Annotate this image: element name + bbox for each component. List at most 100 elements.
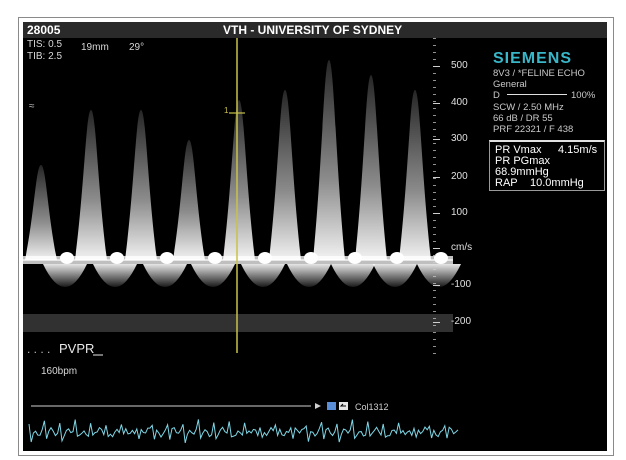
spectral-peak bbox=[269, 90, 301, 260]
tib-readout: TIB: 2.5 bbox=[27, 51, 63, 62]
scale-minor-tick bbox=[433, 185, 436, 186]
pr-vmax-label: PR Vmax bbox=[495, 144, 542, 156]
tis-readout: TIS: 0.5 bbox=[27, 39, 63, 50]
scale-minor-tick bbox=[433, 80, 436, 81]
measurement-box: PR Vmax 4.15m/s PR PGmax 68.9mmHg RAP 10… bbox=[489, 140, 605, 191]
scale-minor-tick bbox=[433, 290, 436, 291]
institution-title: VTH - UNIVERSITY OF SYDNEY bbox=[223, 23, 403, 37]
scale-label: -100 bbox=[451, 279, 472, 290]
study-id: 28005 bbox=[27, 23, 61, 37]
sweep-label: Col1312 bbox=[355, 402, 389, 412]
scale-minor-tick bbox=[433, 87, 436, 88]
probe-label: 8V3 / *FELINE ECHO bbox=[493, 68, 585, 79]
scale-label: 400 bbox=[451, 97, 468, 108]
scale-minor-tick bbox=[433, 241, 436, 242]
scale-tick bbox=[433, 177, 440, 178]
sweep-arrow-icon bbox=[315, 403, 321, 409]
scale-label: -200 bbox=[451, 316, 472, 327]
scale-minor-tick bbox=[433, 339, 436, 340]
scale-minor-tick bbox=[433, 332, 436, 333]
spectral-peak bbox=[355, 75, 387, 260]
scale-minor-tick bbox=[433, 101, 436, 102]
gain-bar bbox=[507, 94, 567, 95]
scale-minor-tick bbox=[433, 262, 436, 263]
scale-tick bbox=[433, 213, 440, 214]
scale-tick bbox=[433, 139, 440, 140]
doppler-spectrum-canvas: 1 ≈ . . . . PVPR bbox=[23, 38, 461, 356]
scale-minor-tick bbox=[433, 304, 436, 305]
invert-icon: ≈ bbox=[29, 101, 35, 112]
negative-flow bbox=[287, 264, 331, 287]
ecg-trace-area: Col1312 bbox=[28, 402, 459, 444]
scale-tick bbox=[433, 248, 440, 249]
scale-minor-tick bbox=[433, 227, 436, 228]
spectral-peak bbox=[313, 60, 345, 260]
negative-flow bbox=[417, 264, 461, 287]
spectral-peak bbox=[125, 110, 157, 260]
image-frame: 28005 VTH - UNIVERSITY OF SYDNEY TIS: 0.… bbox=[18, 17, 614, 456]
scale-minor-tick bbox=[433, 346, 436, 347]
negative-flow bbox=[93, 264, 137, 287]
spectral-peak bbox=[173, 140, 205, 260]
scale-minor-tick bbox=[433, 276, 436, 277]
spectral-peak bbox=[399, 90, 431, 260]
scale-minor-tick bbox=[433, 94, 436, 95]
angle-readout: 29° bbox=[129, 42, 145, 53]
spectral-peak bbox=[25, 165, 57, 260]
scale-minor-tick bbox=[433, 59, 436, 60]
scale-minor-tick bbox=[433, 66, 436, 67]
scale-minor-tick bbox=[433, 157, 436, 158]
scale-minor-tick bbox=[433, 150, 436, 151]
scale-label: 100 bbox=[451, 207, 468, 218]
depth-readout: 19mm bbox=[81, 42, 109, 53]
scale-minor-tick bbox=[433, 206, 436, 207]
scale-tick bbox=[433, 103, 440, 104]
scale-tick bbox=[433, 66, 440, 67]
scale-minor-tick bbox=[433, 115, 436, 116]
scale-minor-tick bbox=[433, 318, 436, 319]
scale-minor-tick bbox=[433, 199, 436, 200]
scale-minor-tick bbox=[433, 192, 436, 193]
scale-minor-tick bbox=[433, 353, 436, 354]
scale-minor-tick bbox=[433, 73, 436, 74]
scale-minor-tick bbox=[433, 108, 436, 109]
db-readout: 66 dB / DR 55 bbox=[493, 113, 553, 124]
scale-label: 300 bbox=[451, 133, 468, 144]
negative-flow bbox=[43, 264, 87, 287]
scale-minor-tick bbox=[433, 297, 436, 298]
gain-letter: D bbox=[493, 90, 500, 101]
doppler-spectrum[interactable]: 1 ≈ . . . . PVPR bbox=[23, 38, 463, 358]
gain-value: 100% bbox=[571, 90, 596, 101]
scale-label: cm/s bbox=[451, 242, 473, 253]
sweep-indicator-icon bbox=[327, 402, 336, 410]
scale-minor-tick bbox=[433, 52, 436, 53]
pr-pgmax-label: PR PGmax bbox=[495, 155, 551, 167]
rap-label: RAP bbox=[495, 177, 518, 189]
scale-minor-tick bbox=[433, 255, 436, 256]
pr-pgmax-value: 68.9mmHg bbox=[495, 166, 549, 178]
negative-flow bbox=[191, 264, 235, 287]
scale-minor-tick bbox=[433, 234, 436, 235]
header-bar: 28005 VTH - UNIVERSITY OF SYDNEY bbox=[23, 22, 607, 38]
cursor-marker-label: 1 bbox=[224, 106, 229, 115]
low-velocity-band bbox=[23, 314, 453, 332]
negative-flow bbox=[241, 264, 285, 287]
negative-flow bbox=[143, 264, 187, 287]
scale-minor-tick bbox=[433, 248, 436, 249]
scale-minor-tick bbox=[433, 220, 436, 221]
pr-vmax-value: 4.15m/s bbox=[558, 144, 598, 156]
velocity-scale: 500 400 300 200 100 cm/s -100 -200 bbox=[433, 38, 483, 358]
siemens-logo: SIEMENS bbox=[493, 50, 573, 67]
ecg-waveform bbox=[28, 419, 459, 444]
scale-minor-tick bbox=[433, 45, 436, 46]
scale-label: 200 bbox=[451, 171, 468, 182]
scale-minor-tick bbox=[433, 311, 436, 312]
ultrasound-screen: 28005 VTH - UNIVERSITY OF SYDNEY TIS: 0.… bbox=[23, 22, 607, 451]
scale-minor-tick bbox=[433, 213, 436, 214]
scale-minor-tick bbox=[433, 136, 436, 137]
prf-readout: PRF 22321 / F 438 bbox=[493, 124, 574, 135]
scale-minor-tick bbox=[433, 178, 436, 179]
pvpr-annotation: PVPR bbox=[59, 341, 94, 356]
scale-label: 500 bbox=[451, 60, 468, 71]
scale-tick bbox=[433, 285, 440, 286]
